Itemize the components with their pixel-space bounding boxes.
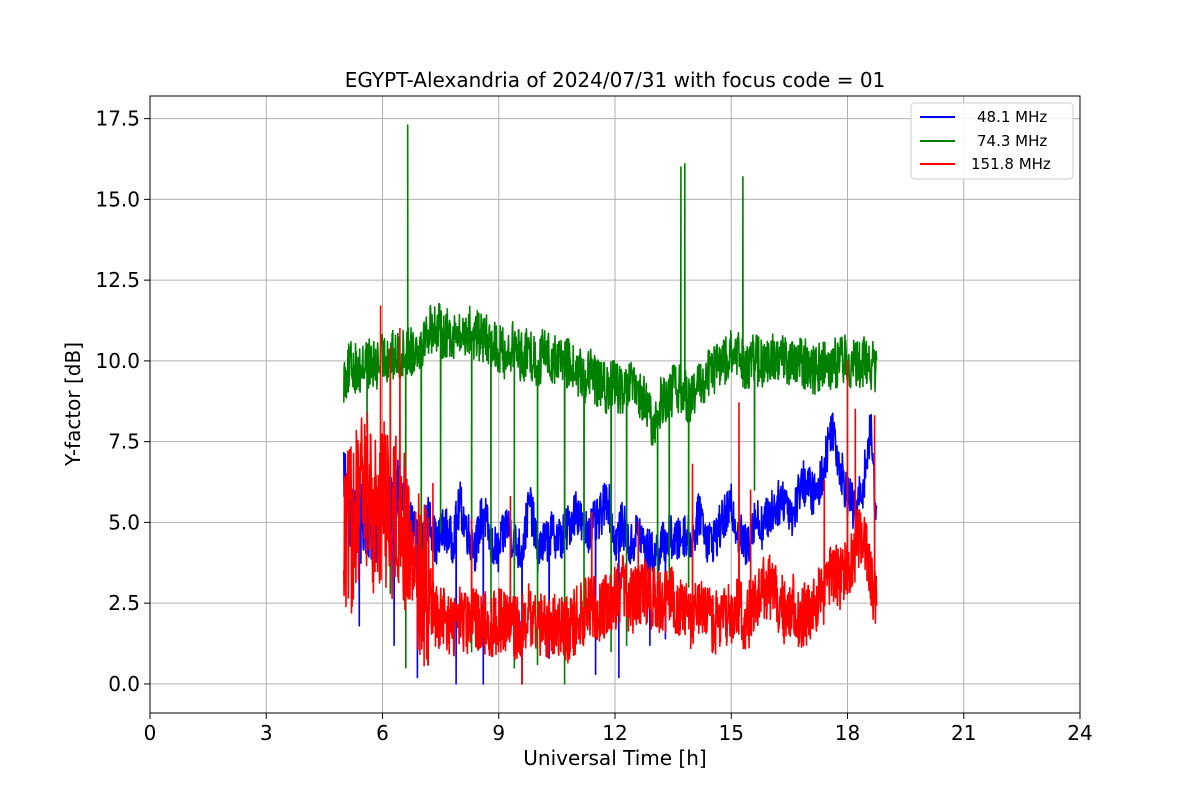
x-tick-label: 12 — [602, 721, 627, 745]
y-tick-label: 10.0 — [95, 349, 140, 373]
y-tick-label: 2.5 — [108, 591, 140, 615]
legend-label-2: 151.8 MHz — [971, 155, 1051, 173]
grid — [149, 96, 1081, 713]
legend-box — [910, 102, 1074, 180]
x-tick-label: 3 — [260, 721, 273, 745]
y-tick-label: 0.0 — [108, 672, 140, 696]
legend-label-1: 74.3 MHz — [977, 132, 1047, 150]
y-tick-label: 12.5 — [95, 268, 140, 292]
x-tick-label: 15 — [719, 721, 744, 745]
x-tick-label: 24 — [1067, 721, 1092, 745]
x-tick-label: 18 — [835, 721, 860, 745]
x-tick-label: 9 — [492, 721, 505, 745]
x-tick-label: 0 — [144, 721, 157, 745]
y-tick-label: 5.0 — [108, 510, 140, 534]
legend-label-0: 48.1 MHz — [977, 108, 1047, 126]
legend: 48.1 MHz 74.3 MHz 151.8 MHz — [910, 102, 1074, 180]
series-line-1 — [343, 124, 878, 685]
axis-ticks: 0 3 6 9 12 15 18 21 24 0.0 2.5 5.0 7.5 10.0 12.5 15.0 17… — [95, 107, 1092, 745]
series-layer — [343, 124, 878, 685]
y-axis-title: Y-factor [dB] — [61, 342, 85, 467]
x-tick-label: 21 — [951, 721, 976, 745]
y-tick-label: 7.5 — [108, 430, 140, 454]
series-line-2 — [343, 305, 878, 685]
y-tick-label: 15.0 — [95, 187, 140, 211]
chart-title: EGYPT-Alexandria of 2024/07/31 with focu… — [345, 68, 886, 92]
y-tick-label: 17.5 — [95, 107, 140, 131]
x-tick-label: 6 — [376, 721, 389, 745]
x-axis-title: Universal Time [h] — [523, 746, 706, 770]
series-line-0 — [343, 412, 878, 685]
